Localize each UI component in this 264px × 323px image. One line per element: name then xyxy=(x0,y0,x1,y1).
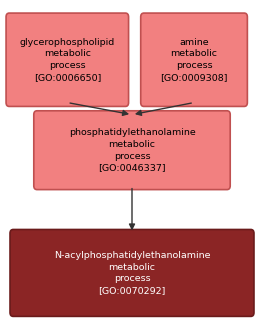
Text: amine
metabolic
process
[GO:0009308]: amine metabolic process [GO:0009308] xyxy=(160,37,228,82)
FancyBboxPatch shape xyxy=(6,13,129,107)
Text: glycerophospholipid
metabolic
process
[GO:0006650]: glycerophospholipid metabolic process [G… xyxy=(20,37,115,82)
Text: phosphatidylethanolamine
metabolic
process
[GO:0046337]: phosphatidylethanolamine metabolic proce… xyxy=(69,128,195,172)
FancyBboxPatch shape xyxy=(141,13,247,107)
FancyBboxPatch shape xyxy=(10,229,254,317)
Text: N-acylphosphatidylethanolamine
metabolic
process
[GO:0070292]: N-acylphosphatidylethanolamine metabolic… xyxy=(54,251,210,295)
FancyBboxPatch shape xyxy=(34,111,230,190)
